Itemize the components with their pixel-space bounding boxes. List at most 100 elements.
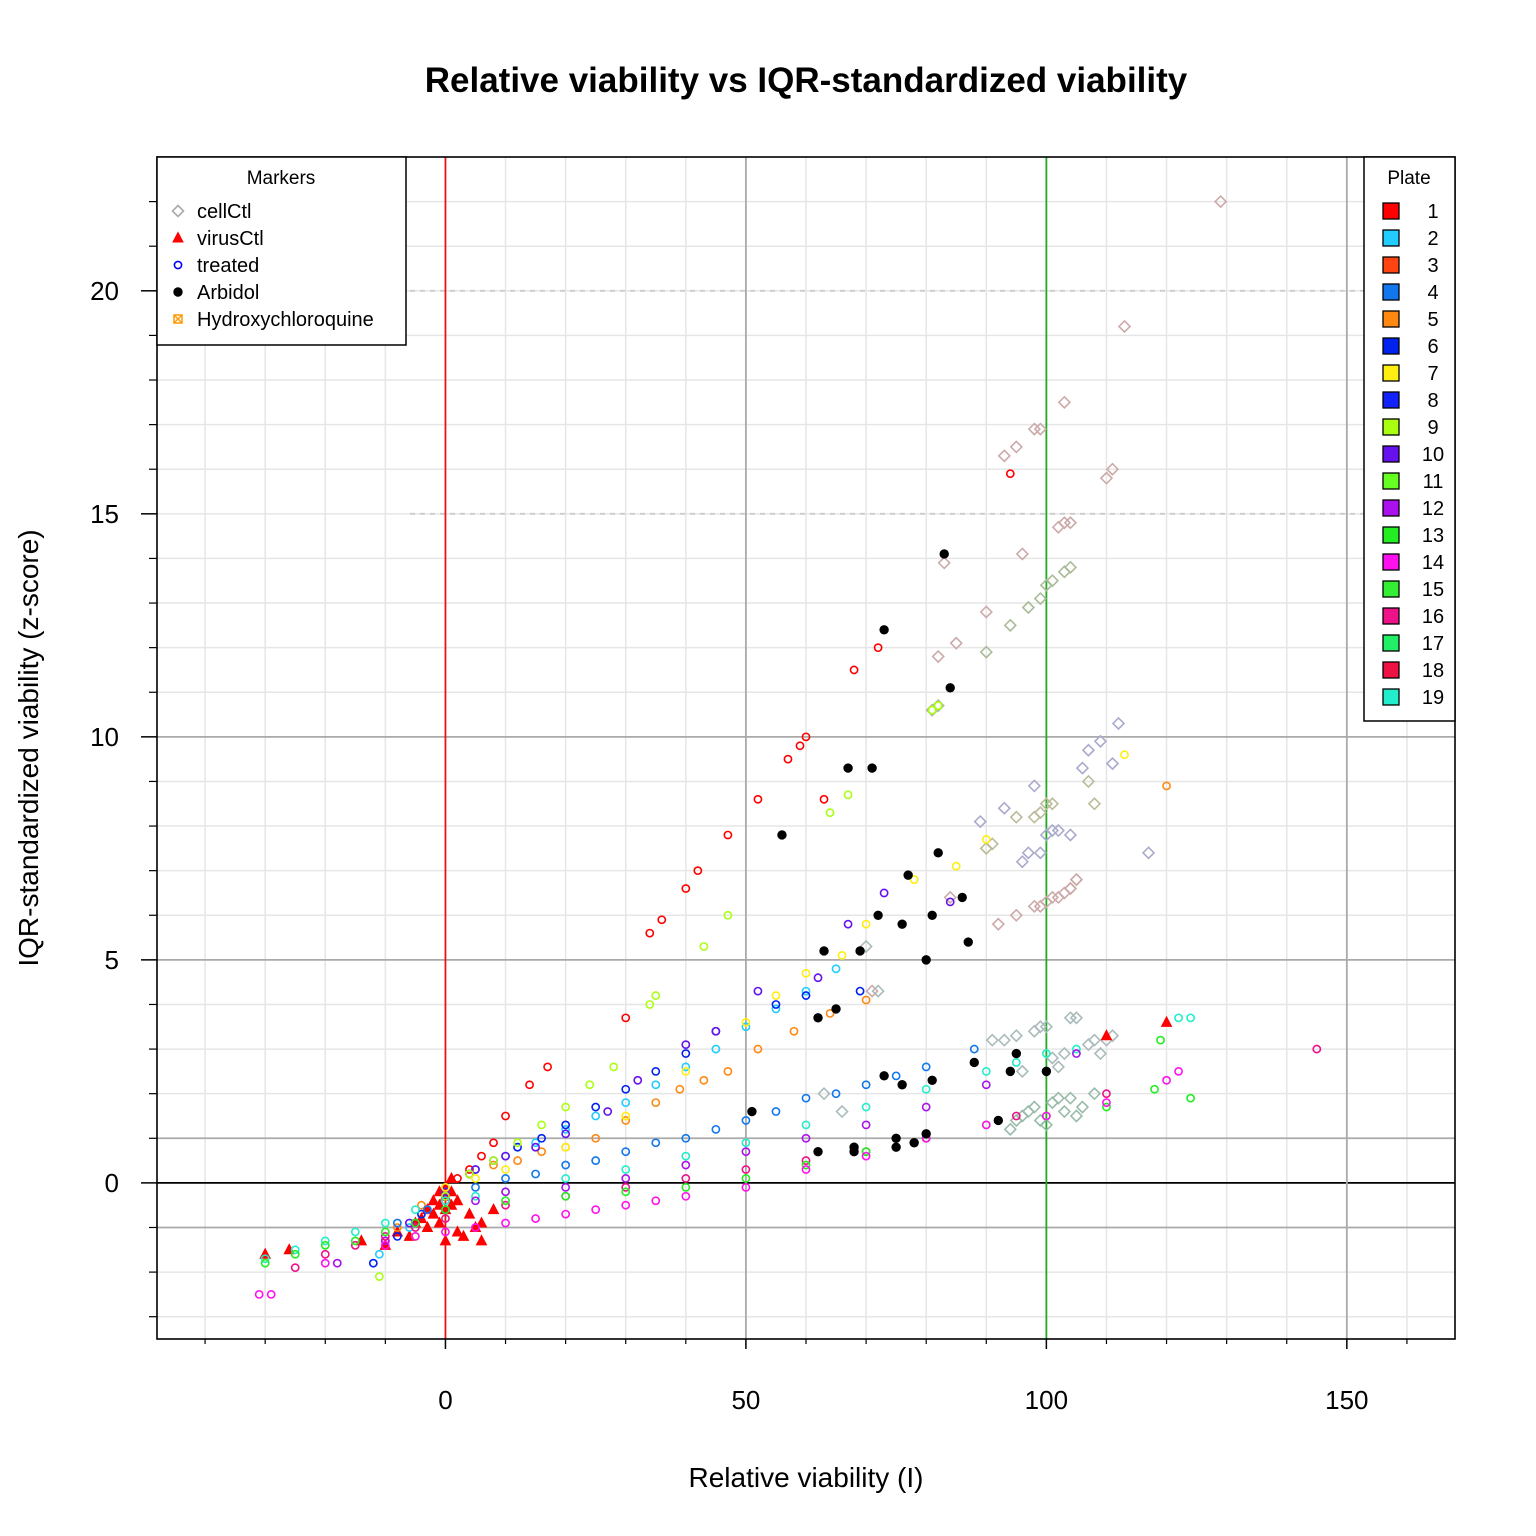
data-point-treated bbox=[933, 701, 943, 711]
data-point-treated bbox=[410, 1232, 420, 1241]
data-point-treated bbox=[621, 1013, 631, 1023]
data-point-treated bbox=[380, 1218, 390, 1228]
data-point-virusCtl bbox=[475, 1234, 488, 1246]
data-point-cellCtl bbox=[1009, 440, 1023, 454]
data-point-treated bbox=[981, 1066, 991, 1076]
data-point-treated bbox=[843, 919, 853, 929]
plate-swatch bbox=[1382, 310, 1400, 328]
plate-label: 18 bbox=[1422, 660, 1444, 682]
data-point-Arbidol bbox=[903, 870, 913, 880]
data-point-treated bbox=[1011, 1111, 1021, 1121]
data-point-treated bbox=[320, 1258, 330, 1268]
data-point-cellCtl bbox=[997, 1033, 1011, 1047]
data-point-cellCtl bbox=[997, 449, 1011, 463]
data-point-treated bbox=[531, 1142, 540, 1152]
data-point-treated bbox=[681, 1133, 691, 1143]
data-point-cellCtl bbox=[1039, 797, 1054, 811]
data-point-treated bbox=[392, 1223, 402, 1232]
plate-swatch bbox=[1382, 472, 1400, 490]
data-point-treated bbox=[651, 1196, 661, 1206]
data-point-cellCtl bbox=[1009, 908, 1023, 922]
data-point-treated bbox=[609, 1062, 619, 1072]
data-point-treated bbox=[813, 973, 823, 983]
data-point-treated bbox=[681, 1066, 691, 1076]
x-tick-label: 0 bbox=[438, 1385, 452, 1415]
data-point-treated bbox=[501, 1196, 510, 1206]
x-axis: 0 50 100 150 bbox=[204, 1339, 1408, 1415]
plate-label: 14 bbox=[1422, 552, 1444, 574]
data-point-Arbidol bbox=[957, 892, 967, 903]
data-point-treated bbox=[513, 1138, 522, 1148]
plate-label: 2 bbox=[1427, 228, 1438, 250]
data-point-treated bbox=[591, 1111, 601, 1121]
data-point-cellCtl bbox=[1003, 1122, 1017, 1136]
data-point-cellCtl bbox=[1087, 797, 1102, 811]
data-point-treated bbox=[801, 1093, 811, 1103]
data-point-treated bbox=[621, 1098, 631, 1107]
data-point-treated bbox=[266, 1289, 276, 1299]
data-point-treated bbox=[783, 754, 793, 764]
data-point-Arbidol bbox=[813, 1013, 823, 1023]
data-point-treated bbox=[753, 986, 763, 996]
data-point-treated bbox=[789, 1026, 799, 1036]
plate-label: 16 bbox=[1422, 606, 1444, 628]
data-point-Arbidol bbox=[819, 946, 829, 956]
plate-swatch bbox=[1382, 688, 1400, 706]
data-point-cellCtl bbox=[1063, 1011, 1078, 1025]
x-tick-label: 150 bbox=[1325, 1385, 1368, 1415]
series-treated-plate-5 bbox=[392, 781, 1171, 1232]
data-point-treated bbox=[861, 1120, 871, 1130]
data-point-virusCtl bbox=[475, 1216, 488, 1228]
data-point-treated bbox=[657, 915, 667, 925]
data-point-Arbidol bbox=[855, 946, 865, 956]
legend-label: treated bbox=[197, 255, 259, 277]
data-point-treated bbox=[633, 1075, 643, 1085]
data-point-treated bbox=[981, 1080, 991, 1090]
data-point-cellCtl bbox=[1033, 806, 1047, 820]
data-point-treated bbox=[501, 1151, 510, 1161]
data-point-virusCtl bbox=[451, 1225, 464, 1237]
data-point-treated bbox=[621, 1200, 631, 1210]
data-points bbox=[254, 194, 1322, 1299]
data-point-treated bbox=[825, 1008, 835, 1018]
data-point-treated bbox=[1162, 1075, 1171, 1085]
data-point-treated bbox=[621, 1084, 631, 1094]
data-point-treated bbox=[651, 1066, 661, 1076]
series-treated-plate-13 bbox=[260, 1035, 1195, 1268]
data-point-cellCtl bbox=[1027, 899, 1041, 913]
data-point-treated bbox=[537, 1133, 546, 1143]
data-point-treated bbox=[368, 1258, 378, 1268]
data-point-cellCtl bbox=[1081, 774, 1096, 789]
data-point-cellCtl bbox=[1045, 797, 1060, 811]
plate-label: 9 bbox=[1427, 417, 1438, 439]
data-point-cellCtl bbox=[1057, 1104, 1072, 1119]
data-point-treated bbox=[471, 1223, 480, 1232]
data-point-treated bbox=[561, 1142, 571, 1152]
data-point-treated bbox=[741, 1174, 751, 1183]
data-point-treated bbox=[423, 1205, 432, 1215]
plate-label: 7 bbox=[1427, 363, 1438, 385]
data-point-treated bbox=[561, 1160, 571, 1170]
data-point-cellCtl bbox=[859, 939, 873, 954]
data-point-Arbidol bbox=[1011, 1048, 1022, 1059]
plate-label: 11 bbox=[1423, 471, 1444, 493]
data-point-treated bbox=[290, 1245, 300, 1255]
data-point-treated bbox=[1186, 1013, 1195, 1023]
legend-label: cellCtl bbox=[197, 201, 251, 223]
data-point-cellCtl bbox=[1015, 1064, 1029, 1079]
data-point-treated bbox=[855, 986, 865, 996]
data-point-Arbidol bbox=[1041, 1066, 1052, 1077]
data-point-cellCtl bbox=[1063, 881, 1078, 896]
data-point-cellCtl bbox=[1003, 618, 1017, 632]
data-point-Arbidol bbox=[939, 549, 949, 559]
data-point-cellCtl bbox=[1117, 319, 1132, 334]
data-point-treated bbox=[543, 1062, 553, 1072]
data-point-treated bbox=[879, 888, 889, 898]
data-point-treated bbox=[771, 991, 781, 1000]
data-point-treated bbox=[951, 861, 961, 871]
data-point-treated bbox=[741, 1165, 751, 1174]
series-treated-plate-14 bbox=[254, 1066, 1183, 1299]
y-tick-label: 15 bbox=[90, 499, 119, 529]
data-point-treated bbox=[350, 1240, 360, 1250]
data-point-treated bbox=[489, 1156, 498, 1165]
